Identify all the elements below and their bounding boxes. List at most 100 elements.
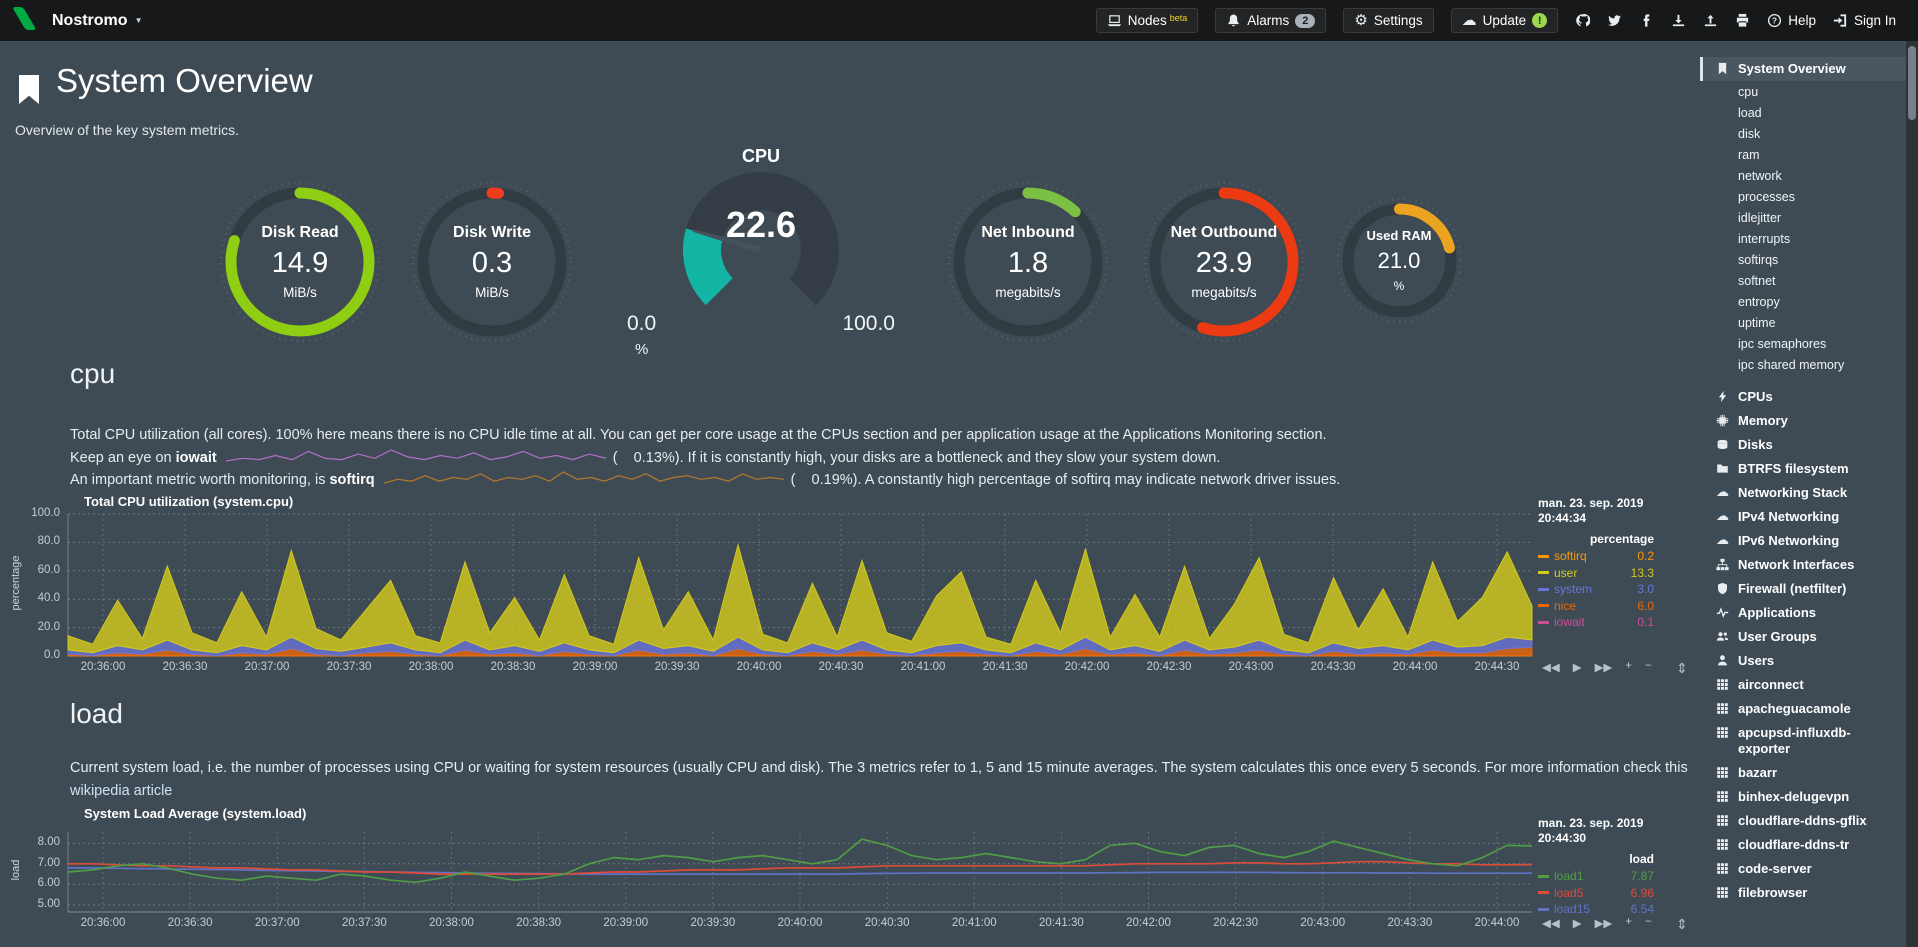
- nav-help[interactable]: ? Help: [1767, 13, 1816, 28]
- y-tick-label: 8.00: [37, 836, 60, 849]
- sidebar-item-network[interactable]: network: [1700, 165, 1906, 186]
- upload-icon: [1703, 13, 1718, 28]
- gauge-title: Disk Write: [453, 224, 531, 241]
- sidebar-item-disks[interactable]: Disks: [1700, 433, 1906, 457]
- sidebar-item-uptime[interactable]: uptime: [1700, 312, 1906, 333]
- nav-print[interactable]: [1735, 13, 1750, 28]
- cpu-chart[interactable]: Total CPU utilization (system.cpu) percen…: [0, 492, 1700, 688]
- nav-sign-in[interactable]: Sign In: [1833, 13, 1896, 28]
- sidebar-item-apcupsd-influxdb-exporter[interactable]: apcupsd-influxdb-exporter: [1700, 721, 1906, 761]
- chart-resize-handle[interactable]: ⇕: [1676, 916, 1688, 932]
- used-ram-gauge[interactable]: Used RAM 21.0%: [1336, 197, 1463, 324]
- disk-write-gauge[interactable]: Disk Write 0.3 MiB/s: [411, 181, 573, 343]
- sidebar-item-label: Applications: [1738, 605, 1817, 620]
- sidebar-item-airconnect[interactable]: airconnect: [1700, 673, 1906, 697]
- pan-forward-button[interactable]: ▶▶: [1594, 662, 1613, 674]
- sidebar-item-ram[interactable]: ram: [1700, 144, 1906, 165]
- sidebar-item-label: User Groups: [1738, 629, 1817, 644]
- legend-row-load1[interactable]: load1 7.87: [1538, 868, 1654, 885]
- sidebar-item-user-groups[interactable]: User Groups: [1700, 625, 1906, 649]
- sidebar-item-filebrowser[interactable]: filebrowser: [1700, 881, 1906, 905]
- zoom-out-button[interactable]: −: [1644, 660, 1652, 672]
- pan-backward-button[interactable]: ◀◀: [1542, 662, 1560, 674]
- sidebar-item-load[interactable]: load: [1700, 102, 1906, 123]
- netdata-logo[interactable]: [12, 5, 42, 37]
- chart-resize-handle[interactable]: ⇕: [1676, 660, 1688, 676]
- gauge-unit: megabits/s: [995, 285, 1061, 300]
- disk-read-gauge[interactable]: Disk Read 14.9 MiB/s: [219, 181, 381, 343]
- top-navbar: Nostromo ▼ Nodes beta Alarms 2 ⚙ Settings ☁ Upd…: [0, 0, 1918, 41]
- section-heading-cpu[interactable]: cpu: [70, 358, 116, 389]
- legend-row-softirq[interactable]: softirq 0.2: [1538, 548, 1654, 565]
- nav-export-snapshot[interactable]: [1671, 13, 1686, 28]
- sidebar-item-interrupts[interactable]: interrupts: [1700, 228, 1906, 249]
- scrollbar[interactable]: [1906, 0, 1918, 947]
- nav-settings[interactable]: ⚙ Settings: [1343, 8, 1434, 33]
- sidebar-item-binhex-delugevpn[interactable]: binhex-delugevpn: [1700, 785, 1906, 809]
- sidebar-item-cloudflare-ddns-gflix[interactable]: cloudflare-ddns-gflix: [1700, 809, 1906, 833]
- nav-update[interactable]: ☁ Update!: [1450, 8, 1559, 33]
- sidebar-item-softirqs[interactable]: softirqs: [1700, 249, 1906, 270]
- sidebar-item-btrfs-filesystem[interactable]: BTRFS filesystem: [1700, 457, 1906, 481]
- sidebar-item-entropy[interactable]: entropy: [1700, 291, 1906, 312]
- legend-row-load5[interactable]: load5 6.96: [1538, 885, 1654, 902]
- sidebar-item-disk[interactable]: disk: [1700, 123, 1906, 144]
- th-icon: [1714, 766, 1731, 779]
- node-selector-dropdown[interactable]: Nostromo ▼: [52, 12, 142, 30]
- nav-github[interactable]: [1575, 13, 1591, 28]
- chart-title: Total CPU utilization (system.cpu): [84, 494, 294, 509]
- x-tick-label: 20:43:00: [1228, 661, 1274, 673]
- nav-facebook[interactable]: [1639, 13, 1654, 28]
- net-inbound-gauge[interactable]: Net Inbound 1.8 megabits/s: [947, 181, 1109, 343]
- sidebar-item-idlejitter[interactable]: idlejitter: [1700, 207, 1906, 228]
- signin-icon: [1833, 13, 1848, 28]
- sidebar-item-cloudflare-ddns-tr[interactable]: cloudflare-ddns-tr: [1700, 833, 1906, 857]
- legend-row-nice[interactable]: nice 6.0: [1538, 598, 1654, 615]
- play-button[interactable]: ▶: [1572, 918, 1582, 930]
- zoom-in-button[interactable]: +: [1625, 916, 1632, 928]
- sidebar-item-ipc-shared-memory[interactable]: ipc shared memory: [1700, 354, 1906, 375]
- legend-row-load15[interactable]: load15 6.54: [1538, 901, 1654, 918]
- sidebar-item-cpu[interactable]: cpu: [1700, 81, 1906, 102]
- sidebar-item-applications[interactable]: Applications: [1700, 601, 1906, 625]
- nav-import-snapshot[interactable]: [1703, 13, 1718, 28]
- load-chart[interactable]: System Load Average (system.load) load 5.0…: [0, 800, 1700, 946]
- sidebar-item-label: entropy: [1738, 294, 1780, 309]
- sidebar-item-networking-stack[interactable]: ☁ Networking Stack: [1700, 481, 1906, 505]
- scrollbar-thumb[interactable]: [1908, 46, 1916, 120]
- sidebar-item-cpus[interactable]: CPUs: [1700, 385, 1906, 409]
- zoom-in-button[interactable]: +: [1625, 660, 1632, 672]
- sidebar-item-memory[interactable]: Memory: [1700, 409, 1906, 433]
- legend-row-iowait[interactable]: iowait 0.1: [1538, 614, 1654, 631]
- sidebar-item-system-overview[interactable]: System Overview: [1700, 57, 1906, 81]
- sidebar-item-code-server[interactable]: code-server: [1700, 857, 1906, 881]
- cpu-gauge[interactable]: CPU 22.6 0.0 100.0%: [621, 144, 901, 358]
- sidebar-item-processes[interactable]: processes: [1700, 186, 1906, 207]
- play-button[interactable]: ▶: [1572, 662, 1582, 674]
- section-heading-load[interactable]: load: [70, 698, 123, 729]
- sidebar-item-apacheguacamole[interactable]: apacheguacamole: [1700, 697, 1906, 721]
- sidebar-item-bazarr[interactable]: bazarr: [1700, 761, 1906, 785]
- sidebar-item-softnet[interactable]: softnet: [1700, 270, 1906, 291]
- sidebar-item-ipc-semaphores[interactable]: ipc semaphores: [1700, 333, 1906, 354]
- pan-backward-button[interactable]: ◀◀: [1542, 918, 1560, 930]
- legend-name: user: [1538, 565, 1577, 582]
- sidebar-item-network-interfaces[interactable]: Network Interfaces: [1700, 553, 1906, 577]
- gauge-title: Net Outbound: [1170, 224, 1278, 241]
- disk-read-labels: Disk Read 14.9 MiB/s: [219, 181, 381, 343]
- sidebar-item-ipv4-networking[interactable]: ☁ IPv4 Networking: [1700, 505, 1906, 529]
- sidebar-item-users[interactable]: Users: [1700, 649, 1906, 673]
- pan-forward-button[interactable]: ▶▶: [1594, 918, 1613, 930]
- sidebar-item-firewall-netfilter[interactable]: Firewall (netfilter): [1700, 577, 1906, 601]
- sidebar-item-ipv6-networking[interactable]: ☁ IPv6 Networking: [1700, 529, 1906, 553]
- legend-row-user[interactable]: user 13.3: [1538, 565, 1654, 582]
- nav-twitter[interactable]: [1607, 13, 1622, 28]
- wikipedia-link[interactable]: wikipedia article: [70, 783, 173, 799]
- nav-alarms[interactable]: Alarms 2: [1215, 8, 1327, 33]
- x-tick-label: 20:42:00: [1064, 661, 1110, 673]
- nav-nodes[interactable]: Nodes beta: [1095, 8, 1199, 33]
- net-outbound-gauge[interactable]: Net Outbound 23.9 megabits/s: [1143, 181, 1305, 343]
- cloud-icon: ☁: [1716, 509, 1729, 524]
- legend-row-system[interactable]: system 3.0: [1538, 581, 1654, 598]
- zoom-out-button[interactable]: −: [1644, 916, 1652, 928]
